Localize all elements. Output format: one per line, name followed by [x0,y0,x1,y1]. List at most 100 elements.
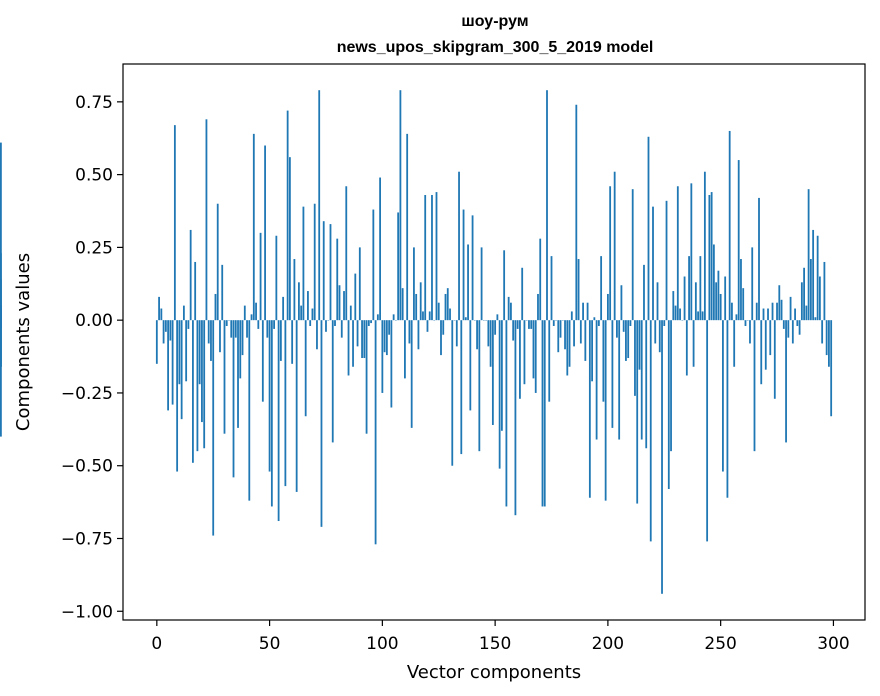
bar [155,320,158,364]
bar [345,186,348,321]
bar [406,133,409,321]
bar [796,320,799,326]
bar [708,194,711,321]
bar [225,320,228,326]
bar [602,320,605,402]
bar [722,320,724,472]
bar [528,320,530,329]
x-tick-label: 150 [479,634,511,654]
y-tick-label: 0.00 [75,311,113,331]
bar [647,136,650,321]
bar [785,320,787,443]
bar [431,194,433,321]
bar [435,192,438,321]
bar [365,320,368,434]
bar [489,320,492,367]
bar [798,320,801,335]
bar [823,261,826,321]
bar [158,296,160,321]
bar [0,320,2,367]
bar [789,296,792,321]
bar [189,229,192,321]
bar [397,212,400,321]
bar [627,320,630,359]
bar [268,320,271,472]
bar [767,308,769,321]
bar [697,311,699,321]
bar [552,320,555,326]
x-tick-label: 100 [366,634,398,654]
bar [198,320,201,385]
bar [329,224,332,321]
x-tick-label: 250 [704,634,736,654]
bar [264,145,266,321]
bar [818,276,821,321]
bar [462,209,465,321]
bar [507,296,510,321]
bar [728,130,731,321]
bar [0,317,2,321]
bar [712,244,715,321]
bar [706,320,709,542]
bar [162,320,165,344]
bar [618,320,621,440]
bar [307,291,309,321]
bar [302,206,305,321]
bar [694,282,697,321]
bar [316,320,318,350]
bar [762,308,765,321]
bar [354,273,357,321]
bar [392,314,395,321]
bar [239,320,242,379]
bar [361,320,363,359]
bar [715,282,718,321]
bar [318,90,321,321]
bar [620,285,623,321]
bar [363,320,366,359]
bar [334,320,336,326]
bar [410,320,413,428]
bar [374,320,377,545]
bar [769,320,772,356]
bar [458,171,460,321]
bar [550,256,553,321]
bar [758,197,760,321]
bar [593,317,596,321]
bar [496,314,499,321]
y-tick-label: 0.50 [75,166,113,186]
bar [338,285,341,321]
bar [266,320,269,338]
bar [372,209,375,321]
bar [464,317,467,321]
bar [584,320,587,361]
bar [609,186,612,321]
bar [437,302,440,321]
bar [688,256,690,321]
bar [546,90,548,321]
bar [805,305,808,321]
bar [356,320,359,347]
bar [534,320,537,393]
bar [638,320,641,370]
bar [413,247,415,321]
bar [667,320,670,490]
bar [311,308,314,321]
bar [237,320,239,428]
bar [611,320,614,428]
bar [776,302,778,321]
bar [352,320,354,367]
bar [604,320,607,501]
bar [559,320,562,338]
chart-subtitle: news_upos_skipgram_300_5_2019 model [337,39,654,56]
bar [298,282,300,321]
bar [566,320,569,376]
bar [194,261,197,321]
bar [426,320,429,332]
bar [616,320,618,338]
bar [503,250,506,321]
bar [476,320,478,350]
bar [282,296,285,321]
bar [449,308,451,321]
